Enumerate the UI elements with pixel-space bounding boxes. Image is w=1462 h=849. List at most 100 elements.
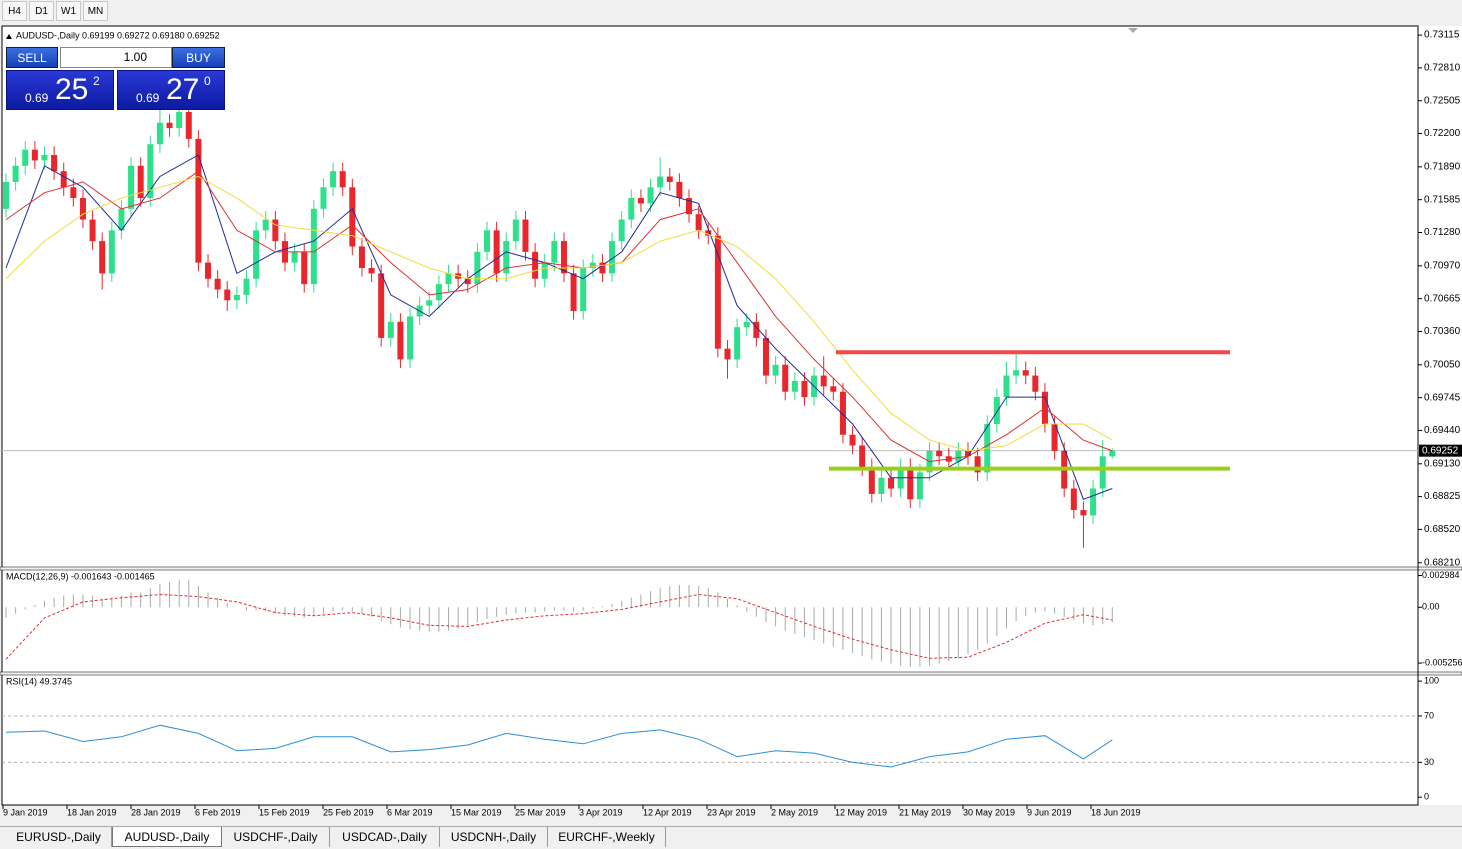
ask-price[interactable]: 0.69 27 0 bbox=[117, 70, 225, 110]
candle-body bbox=[1022, 370, 1029, 376]
candle-body bbox=[349, 187, 356, 247]
candle-body bbox=[214, 278, 221, 290]
candle-body bbox=[676, 181, 683, 199]
candle-body bbox=[599, 262, 606, 274]
y-tick-label: 0.72505 bbox=[1424, 95, 1461, 106]
timeframe-button[interactable]: MN bbox=[83, 1, 108, 21]
candle-body bbox=[637, 198, 644, 204]
timeframe-button[interactable]: W1 bbox=[56, 1, 81, 21]
candle-body bbox=[1099, 456, 1106, 489]
x-tick-label: 9 Jan 2019 bbox=[3, 807, 48, 817]
chart-tab[interactable]: USDCNH-,Daily bbox=[440, 827, 548, 847]
buy-button[interactable]: BUY bbox=[172, 47, 225, 68]
y-tick-label: 100 bbox=[1424, 676, 1439, 686]
candle-body bbox=[330, 171, 337, 188]
moving-average bbox=[5, 175, 1113, 452]
y-tick-label: 30 bbox=[1424, 757, 1434, 767]
timeframe-button[interactable]: D1 bbox=[29, 1, 54, 21]
y-tick-label: 0.70970 bbox=[1424, 260, 1461, 271]
candle-body bbox=[820, 375, 827, 387]
candle-body bbox=[830, 386, 837, 392]
candle-body bbox=[618, 219, 625, 242]
ask-prefix: 0.69 bbox=[136, 91, 160, 105]
candle-body bbox=[60, 171, 67, 188]
y-tick-label: 0.68825 bbox=[1424, 491, 1461, 502]
y-tick-label: 0.00 bbox=[1422, 602, 1440, 612]
candle-body bbox=[936, 450, 943, 457]
candle-body bbox=[859, 445, 866, 468]
candle-body bbox=[262, 219, 269, 231]
candle-body bbox=[878, 477, 885, 494]
candle-body bbox=[753, 321, 760, 338]
candle-body bbox=[339, 171, 346, 188]
shift-marker bbox=[1128, 28, 1138, 33]
candle-body bbox=[782, 364, 789, 392]
candle-body bbox=[156, 122, 163, 145]
y-tick-label: 70 bbox=[1424, 710, 1434, 720]
y-tick-label: 0 bbox=[1424, 792, 1429, 802]
x-tick-label: 6 Mar 2019 bbox=[387, 807, 433, 817]
candle-body bbox=[12, 165, 19, 182]
candle-body bbox=[224, 289, 231, 301]
candle-body bbox=[647, 187, 654, 204]
candle-body bbox=[849, 434, 856, 446]
candle-body bbox=[320, 187, 327, 209]
candle-body bbox=[868, 467, 875, 494]
candle-body bbox=[301, 251, 308, 285]
candle-body bbox=[70, 187, 77, 199]
candle-body bbox=[368, 267, 375, 274]
candle-body bbox=[1109, 450, 1116, 457]
x-tick-label: 23 Apr 2019 bbox=[707, 807, 756, 817]
candle-body bbox=[397, 321, 404, 360]
macd-title: MACD(12,26,9) -0.001643 -0.001465 bbox=[6, 571, 155, 581]
x-tick-label: 15 Feb 2019 bbox=[259, 807, 310, 817]
candle-body bbox=[137, 165, 144, 199]
current-price-label: 0.69252 bbox=[1422, 445, 1459, 456]
chart-tab[interactable]: AUDUSD-,Daily bbox=[112, 827, 222, 847]
y-tick-label: 0.68210 bbox=[1424, 557, 1461, 568]
chart-tab[interactable]: USDCAD-,Daily bbox=[330, 827, 440, 847]
candle-body bbox=[22, 149, 29, 166]
candle-body bbox=[3, 181, 9, 209]
candle-body bbox=[888, 477, 895, 489]
candle-body bbox=[714, 235, 721, 349]
candle-body bbox=[560, 241, 567, 274]
candle-body bbox=[1013, 370, 1020, 376]
pane-separator bbox=[0, 671, 1462, 676]
candle-body bbox=[253, 230, 260, 279]
candle-body bbox=[128, 165, 135, 209]
x-tick-label: 25 Feb 2019 bbox=[323, 807, 374, 817]
x-tick-label: 15 Mar 2019 bbox=[451, 807, 502, 817]
candle-body bbox=[686, 198, 693, 215]
candle-body bbox=[541, 262, 548, 279]
chart-tabs: EURUSD-,Daily AUDUSD-,Daily USDCHF-,Daily U… bbox=[0, 826, 1462, 849]
candle-body bbox=[522, 219, 529, 252]
candle-body bbox=[801, 380, 808, 398]
ask-big: 27 bbox=[166, 73, 200, 106]
candle-body bbox=[464, 278, 471, 285]
candle-body bbox=[965, 450, 971, 457]
x-tick-label: 6 Feb 2019 bbox=[195, 807, 241, 817]
candle-body bbox=[493, 230, 500, 274]
candle-body bbox=[291, 251, 298, 263]
candle-body bbox=[407, 316, 414, 360]
candle-body bbox=[1070, 488, 1077, 511]
chart-tab[interactable]: USDCHF-,Daily bbox=[222, 827, 330, 847]
sell-button[interactable]: SELL bbox=[6, 47, 58, 68]
candle-body bbox=[1090, 488, 1097, 516]
candle-body bbox=[243, 278, 250, 295]
x-tick-label: 21 May 2019 bbox=[899, 807, 951, 817]
candle-body bbox=[99, 241, 106, 274]
candle-body bbox=[551, 241, 558, 263]
bid-sup: 2 bbox=[93, 74, 100, 88]
chart-tab[interactable]: EURCHF-,Weekly bbox=[548, 827, 666, 847]
x-tick-label: 12 Apr 2019 bbox=[643, 807, 692, 817]
y-tick-label: 0.002984 bbox=[1422, 570, 1460, 580]
rsi-title: RSI(14) 49.3745 bbox=[6, 676, 72, 686]
bid-price[interactable]: 0.69 25 2 bbox=[6, 70, 114, 110]
price-axis-background bbox=[1418, 26, 1462, 805]
timeframe-button[interactable]: H4 bbox=[2, 1, 27, 21]
lot-input[interactable]: 1.00 bbox=[60, 47, 172, 68]
chart-tab[interactable]: EURUSD-,Daily bbox=[6, 827, 112, 847]
